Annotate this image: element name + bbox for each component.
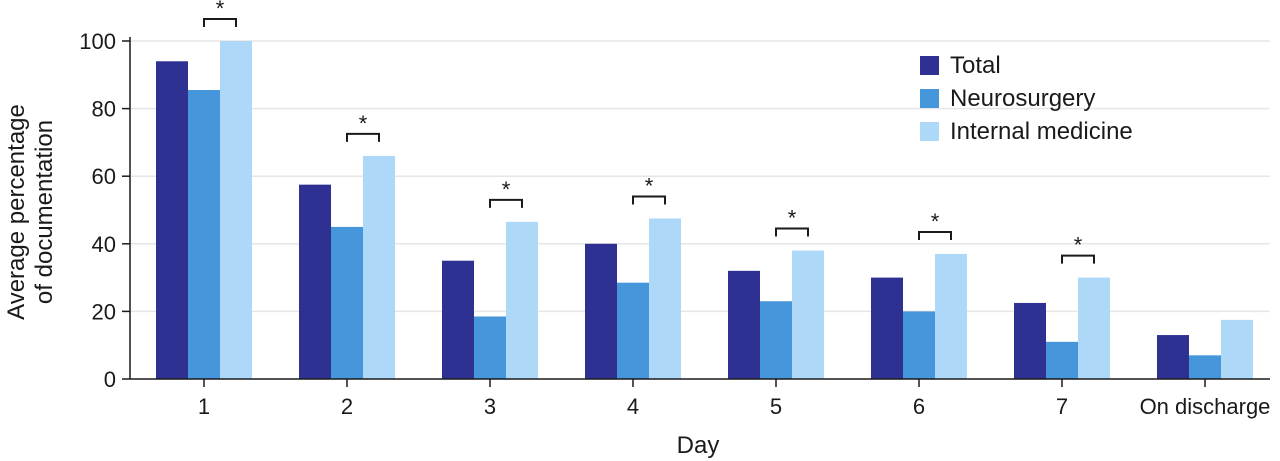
- significance-markers: * * * * * * *: [203, 0, 1095, 264]
- bar-internal-medicine: [220, 41, 252, 379]
- significance-star: *: [931, 209, 940, 234]
- bar-neurosurgery: [474, 316, 506, 379]
- bar-internal-medicine: [792, 250, 824, 379]
- bar-internal-medicine: [649, 218, 681, 379]
- bar-total: [442, 260, 474, 379]
- y-tick-label: 60: [92, 164, 116, 189]
- x-tick-label: 4: [627, 394, 639, 419]
- bar-total: [585, 243, 617, 379]
- significance-star: *: [788, 206, 797, 231]
- y-axis-title-line-1: Average percentage: [3, 104, 30, 320]
- significance-star: *: [216, 0, 225, 21]
- y-tick-label: 80: [92, 97, 116, 122]
- x-tick-label: 5: [770, 394, 782, 419]
- y-tick-label: 40: [92, 232, 116, 257]
- y-tick-label: 100: [79, 29, 116, 54]
- bar-total: [156, 61, 188, 379]
- x-tick-label: 6: [913, 394, 925, 419]
- y-tick-label: 0: [104, 367, 116, 392]
- x-tick-label: 1: [198, 394, 210, 419]
- legend-swatch: [920, 122, 939, 141]
- x-axis: 1 2 3 4 5 6 7 On discharge: [130, 378, 1271, 419]
- significance-bracket: [346, 132, 380, 142]
- significance-star: *: [1074, 233, 1083, 258]
- legend-swatch: [920, 89, 939, 108]
- significance-bracket: [1061, 254, 1095, 264]
- legend-label: Total: [950, 52, 1001, 79]
- bar-neurosurgery: [903, 311, 935, 379]
- x-tick-label: 2: [341, 394, 353, 419]
- bar-internal-medicine: [935, 253, 967, 379]
- significance-bracket: [918, 230, 952, 240]
- bar-internal-medicine: [506, 221, 538, 379]
- significance-star: *: [502, 177, 511, 202]
- bar-internal-medicine: [363, 155, 395, 379]
- x-tick-label: 3: [484, 394, 496, 419]
- x-axis-title: Day: [677, 432, 720, 459]
- bar-total: [1014, 302, 1046, 379]
- x-tick-label: 7: [1056, 394, 1068, 419]
- legend: Total Neurosurgery Internal medicine: [920, 52, 1133, 145]
- y-tick-label: 20: [92, 299, 116, 324]
- y-axis-title-line-2: of documentation: [31, 120, 58, 304]
- bar-internal-medicine: [1221, 319, 1253, 379]
- y-axis: 0 20 40 60 80 100: [79, 29, 131, 392]
- bar-total: [871, 277, 903, 379]
- x-tick-label: On discharge: [1140, 394, 1271, 419]
- legend-label: Internal medicine: [950, 118, 1133, 145]
- bar-neurosurgery: [617, 282, 649, 379]
- bar-neurosurgery: [188, 90, 220, 379]
- bar-neurosurgery: [760, 301, 792, 379]
- significance-bracket: [203, 18, 237, 27]
- significance-bracket: [489, 198, 523, 208]
- bar-total: [1157, 335, 1189, 379]
- legend-label: Neurosurgery: [950, 85, 1095, 112]
- bar-neurosurgery: [331, 226, 363, 379]
- significance-star: *: [645, 173, 654, 198]
- bar-total: [728, 270, 760, 379]
- bars: [156, 41, 1253, 379]
- bar-internal-medicine: [1078, 277, 1110, 379]
- bar-neurosurgery: [1189, 355, 1221, 379]
- significance-bracket: [632, 195, 666, 205]
- significance-star: *: [359, 111, 368, 136]
- bar-neurosurgery: [1046, 341, 1078, 379]
- legend-swatch: [920, 56, 939, 75]
- significance-bracket: [775, 227, 809, 237]
- bar-total: [299, 184, 331, 379]
